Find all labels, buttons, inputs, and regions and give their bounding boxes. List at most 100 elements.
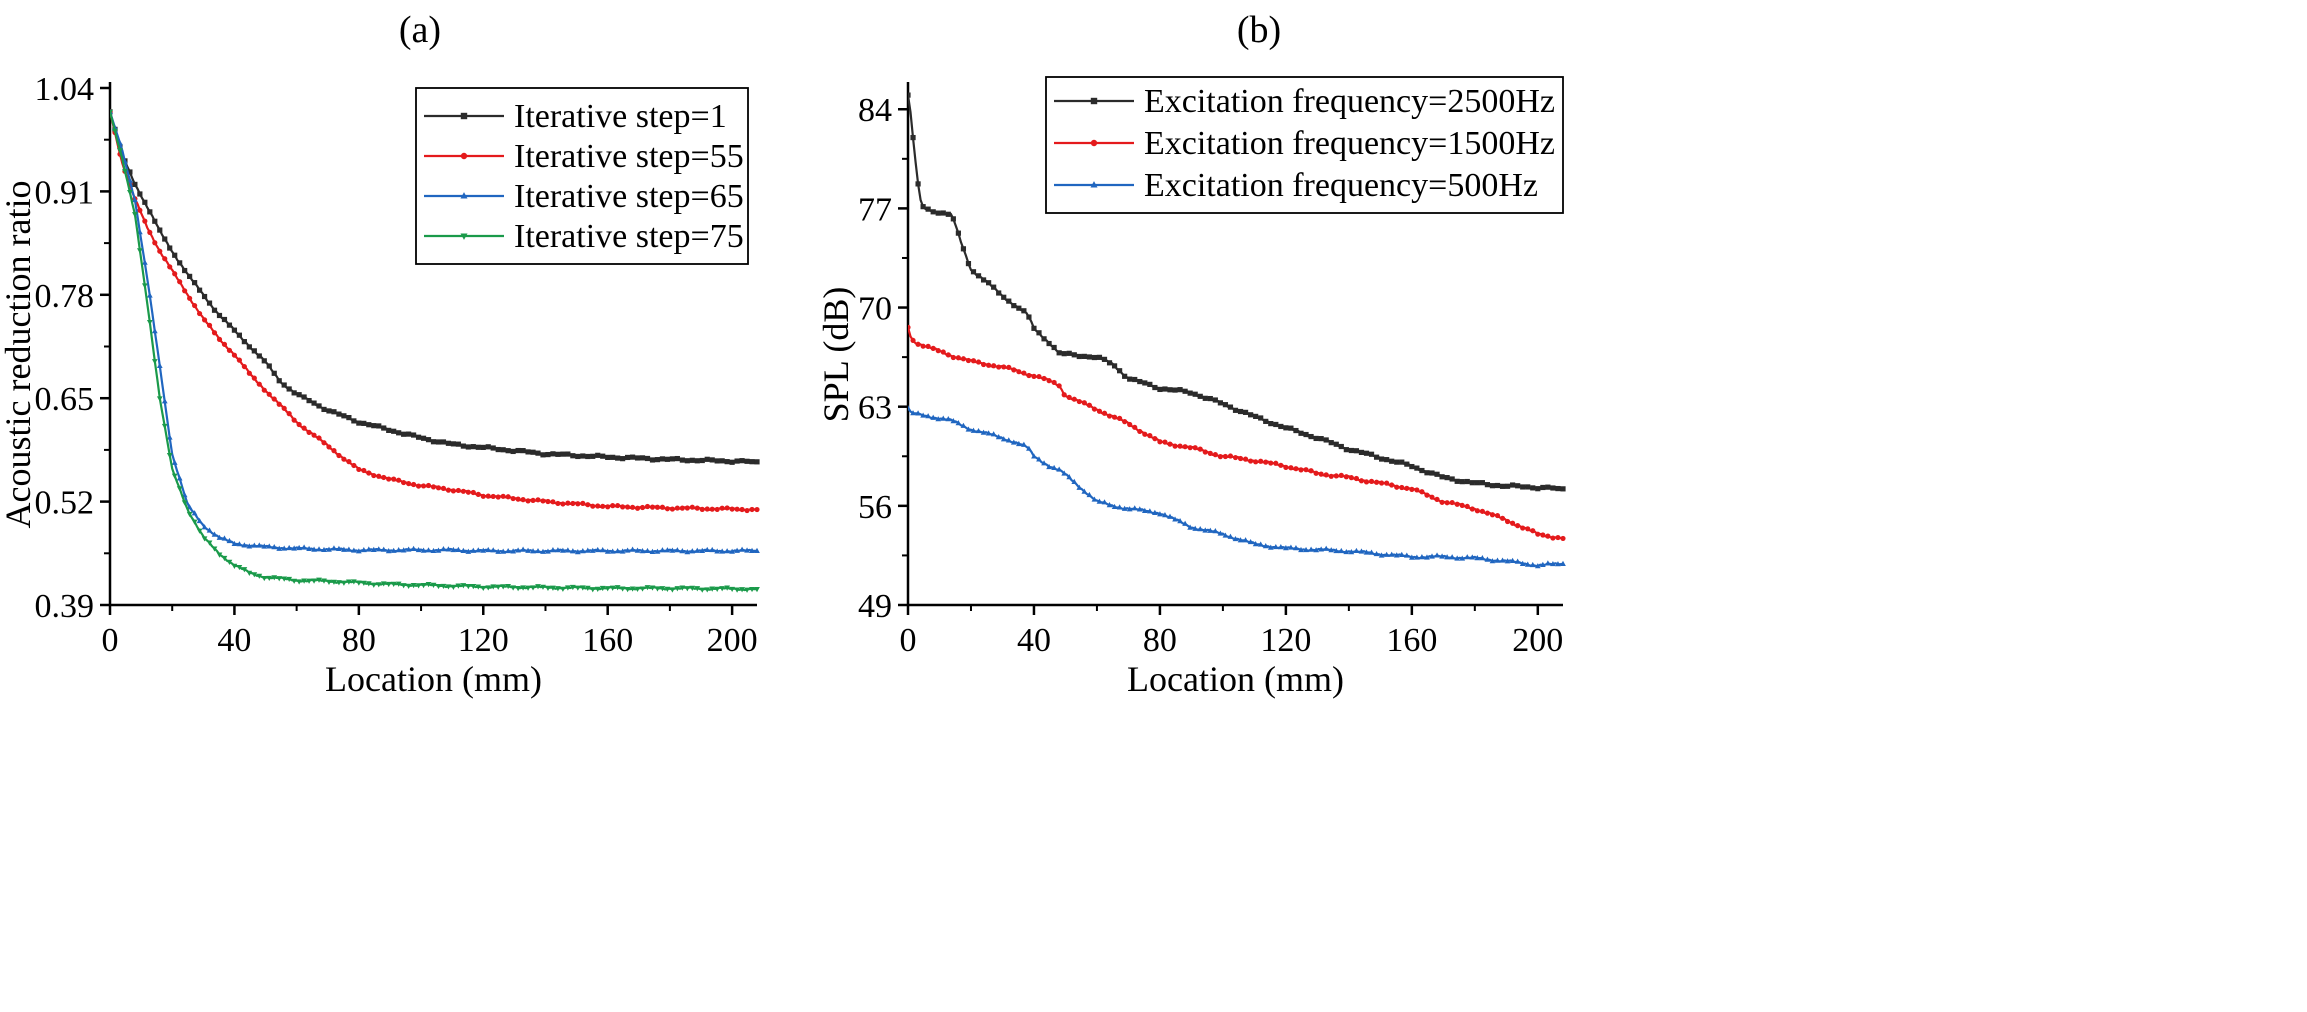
- data-point: [659, 547, 666, 553]
- data-point: [1560, 560, 1566, 567]
- data-point: [401, 479, 407, 486]
- data-point: [1101, 356, 1108, 362]
- data-point: [480, 585, 487, 592]
- data-point: [1499, 557, 1506, 563]
- y-tick-label: 77: [858, 191, 892, 228]
- data-point: [405, 583, 412, 589]
- data-point: [535, 547, 541, 554]
- data-point: [624, 587, 631, 593]
- data-point: [1373, 454, 1380, 460]
- data-point: [306, 578, 312, 584]
- data-point: [182, 267, 188, 274]
- data-point: [1242, 537, 1249, 543]
- data-point: [520, 585, 526, 591]
- data-point: [361, 420, 367, 426]
- data-point: [301, 578, 307, 584]
- data-point: [585, 502, 591, 508]
- data-point: [634, 455, 641, 461]
- data-point: [375, 546, 382, 552]
- x-tick-label: 80: [1143, 622, 1177, 659]
- data-point: [1177, 518, 1183, 524]
- data-point: [490, 547, 497, 553]
- data-point: [535, 584, 541, 590]
- data-point: [619, 586, 626, 592]
- data-point: [132, 212, 138, 218]
- legend-sample-marker: [460, 233, 468, 240]
- data-point: [1399, 484, 1405, 491]
- data-point: [560, 547, 566, 553]
- data-point: [714, 548, 721, 554]
- data-point: [1323, 472, 1329, 478]
- data-point: [142, 218, 148, 224]
- data-point: [1242, 409, 1249, 415]
- data-point: [331, 409, 337, 415]
- data-point: [629, 586, 636, 592]
- data-point: [910, 410, 916, 416]
- data-point: [555, 451, 561, 457]
- data-point: [1021, 441, 1027, 447]
- data-point: [1207, 527, 1214, 533]
- data-point: [420, 483, 427, 489]
- data-point: [599, 547, 606, 553]
- data-point: [291, 417, 297, 423]
- data-point: [1192, 525, 1199, 531]
- data-point: [1408, 554, 1415, 560]
- data-point: [231, 327, 238, 333]
- data-point: [1545, 484, 1551, 490]
- data-point: [1232, 407, 1239, 413]
- data-point: [241, 542, 248, 548]
- data-point: [435, 439, 442, 445]
- legend-entry: Excitation frequency=1500Hz: [1144, 125, 1555, 162]
- data-point: [689, 585, 696, 591]
- data-point: [589, 587, 596, 593]
- data-point: [930, 209, 936, 215]
- data-point: [729, 586, 735, 593]
- data-point: [970, 358, 977, 364]
- y-axis-label: SPL (dB): [816, 287, 856, 423]
- data-point: [152, 240, 158, 246]
- data-point: [510, 448, 516, 455]
- data-point: [1293, 427, 1299, 434]
- data-point: [1535, 486, 1541, 492]
- data-point: [201, 524, 208, 530]
- data-point: [744, 458, 750, 464]
- data-point: [1444, 475, 1450, 481]
- data-point: [1237, 537, 1244, 543]
- data-point: [669, 506, 675, 512]
- data-point: [176, 475, 183, 481]
- data-point: [291, 578, 298, 584]
- data-point: [470, 584, 477, 590]
- data-point: [246, 344, 252, 350]
- legend-sample-marker: [1090, 139, 1098, 147]
- data-point: [629, 454, 636, 460]
- data-point: [132, 181, 138, 188]
- data-point: [172, 252, 178, 258]
- data-point: [684, 549, 691, 555]
- data-point: [1258, 458, 1264, 464]
- data-point: [1303, 546, 1309, 553]
- data-point: [485, 493, 491, 499]
- data-point: [744, 547, 750, 553]
- data-point: [704, 506, 710, 512]
- data-point: [1172, 443, 1178, 449]
- data-point: [221, 341, 228, 347]
- data-point: [1393, 552, 1400, 558]
- data-point: [540, 584, 546, 590]
- data-point: [231, 563, 238, 569]
- data-point: [470, 547, 477, 553]
- data-point: [371, 472, 377, 479]
- data-point: [1242, 456, 1249, 462]
- data-point: [1504, 558, 1511, 564]
- data-point: [1187, 390, 1193, 396]
- data-point: [985, 430, 992, 436]
- data-point: [1011, 303, 1017, 309]
- data-point: [1157, 386, 1163, 393]
- data-point: [1137, 428, 1143, 435]
- data-point: [1363, 450, 1370, 456]
- data-point: [1555, 534, 1561, 541]
- data-point: [435, 547, 442, 553]
- data-point: [1535, 531, 1541, 537]
- x-axis-label: Location (mm): [1127, 659, 1344, 699]
- data-point: [575, 453, 581, 460]
- data-point: [515, 586, 521, 592]
